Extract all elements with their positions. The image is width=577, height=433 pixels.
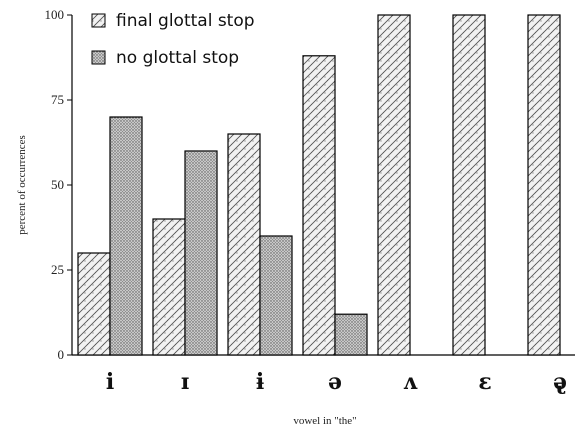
y-tick-label: 25 — [51, 262, 64, 277]
bar-final-glottal-stop — [77, 252, 111, 356]
legend-label-no-glottal-stop: no glottal stop — [116, 48, 239, 68]
x-tick-label: ʌ — [403, 369, 418, 395]
y-tick-label: 75 — [51, 92, 64, 107]
bar-no-glottal-stop — [184, 150, 218, 356]
x-tick-label: ɨ — [256, 369, 264, 395]
bar-final-glottal-stop — [152, 218, 186, 356]
legend-label-final-glottal-stop: final glottal stop — [116, 11, 255, 31]
y-tick-label: 50 — [51, 177, 64, 192]
x-axis-label: vowel in "the" — [293, 415, 356, 427]
legend: final glottal stop no glottal stop — [91, 11, 255, 68]
x-tick-label: i — [106, 369, 114, 395]
bar-final-glottal-stop — [527, 14, 561, 356]
y-ticks: 0 25 50 75 100 — [45, 7, 72, 362]
y-tick-label: 0 — [58, 347, 65, 362]
bar-final-glottal-stop — [377, 14, 411, 356]
y-axis-label: percent of occurrences — [16, 135, 28, 235]
bars-group — [77, 14, 561, 356]
bar-final-glottal-stop — [227, 133, 261, 356]
bar-no-glottal-stop — [334, 313, 368, 356]
y-tick-label: 100 — [45, 7, 65, 22]
x-tick-label: ə̢ — [553, 369, 567, 395]
legend-swatch-final-glottal-stop — [91, 13, 106, 28]
bar-no-glottal-stop — [109, 116, 143, 356]
x-tick-label: ɪ — [181, 369, 189, 395]
category-labels: i ɪ ɨ ə ʌ ɛ ə̢ — [106, 369, 567, 395]
bar-no-glottal-stop — [259, 235, 293, 356]
bar-final-glottal-stop — [452, 14, 486, 356]
x-tick-label: ə — [328, 369, 342, 395]
bar-final-glottal-stop — [302, 55, 336, 356]
legend-swatch-no-glottal-stop — [91, 50, 106, 65]
x-tick-label: ɛ — [478, 369, 491, 395]
